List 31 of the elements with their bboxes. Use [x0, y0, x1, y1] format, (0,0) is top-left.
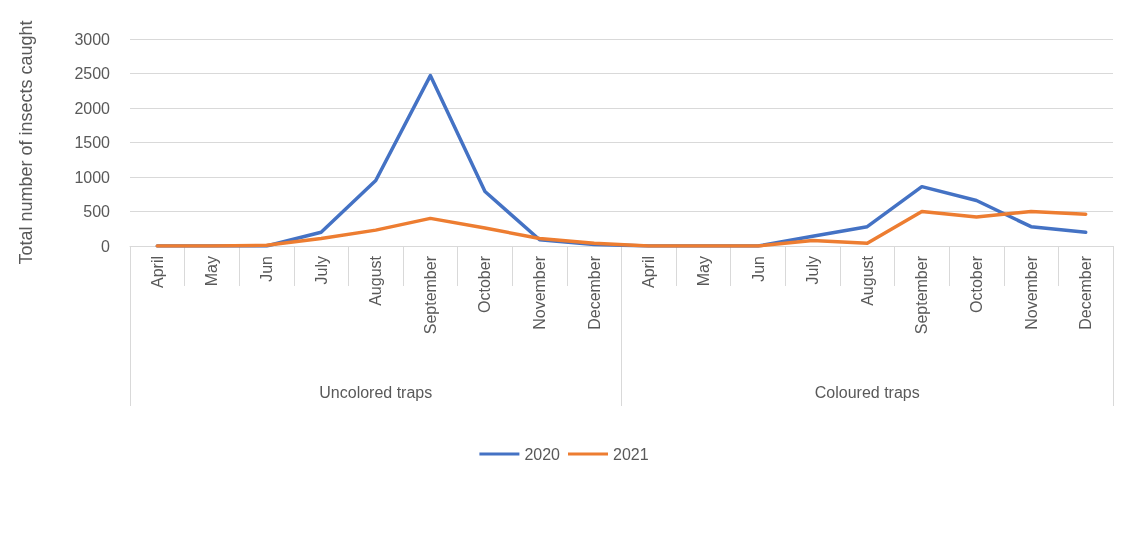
x-tick-label: November — [1022, 255, 1040, 330]
y-tick-label: 2000 — [74, 99, 111, 117]
y-tick-label: 2500 — [74, 65, 111, 82]
y-tick-label: 0 — [101, 237, 111, 255]
x-tick-label: September — [421, 255, 439, 335]
x-tick-label: May — [694, 256, 712, 287]
x-tick-label: September — [913, 255, 931, 335]
x-tick-label: April — [148, 256, 166, 289]
y-tick-label: 1000 — [74, 168, 111, 186]
legend-label: 2020 — [524, 445, 561, 463]
x-tick-label: December — [1077, 255, 1095, 330]
text: Uncolored traps — [319, 383, 433, 401]
x-tick-label: August — [858, 255, 876, 306]
x-tick-label: November — [531, 255, 549, 330]
x-tick-label: July — [312, 256, 330, 285]
x-tick-label: Jun — [258, 256, 276, 282]
x-tick-label: April — [640, 256, 658, 289]
y-tick-label: 500 — [83, 203, 111, 220]
legend-label: 2021 — [613, 445, 649, 463]
x-tick-label: October — [967, 255, 985, 313]
x-tick-label: July — [804, 256, 822, 285]
line-series — [155, 209, 1088, 248]
x-tick-label: December — [585, 255, 603, 330]
y-tick-label: 3000 — [74, 30, 111, 48]
x-tick-label: August — [367, 255, 385, 306]
text: Coloured traps — [814, 383, 920, 401]
y-axis-title: Total number of insects caught — [16, 20, 36, 265]
x-tick-label: Jun — [749, 256, 767, 282]
x-tick-label: October — [476, 255, 494, 313]
x-tick-label: May — [203, 256, 221, 287]
y-tick-label: 1500 — [74, 134, 111, 151]
